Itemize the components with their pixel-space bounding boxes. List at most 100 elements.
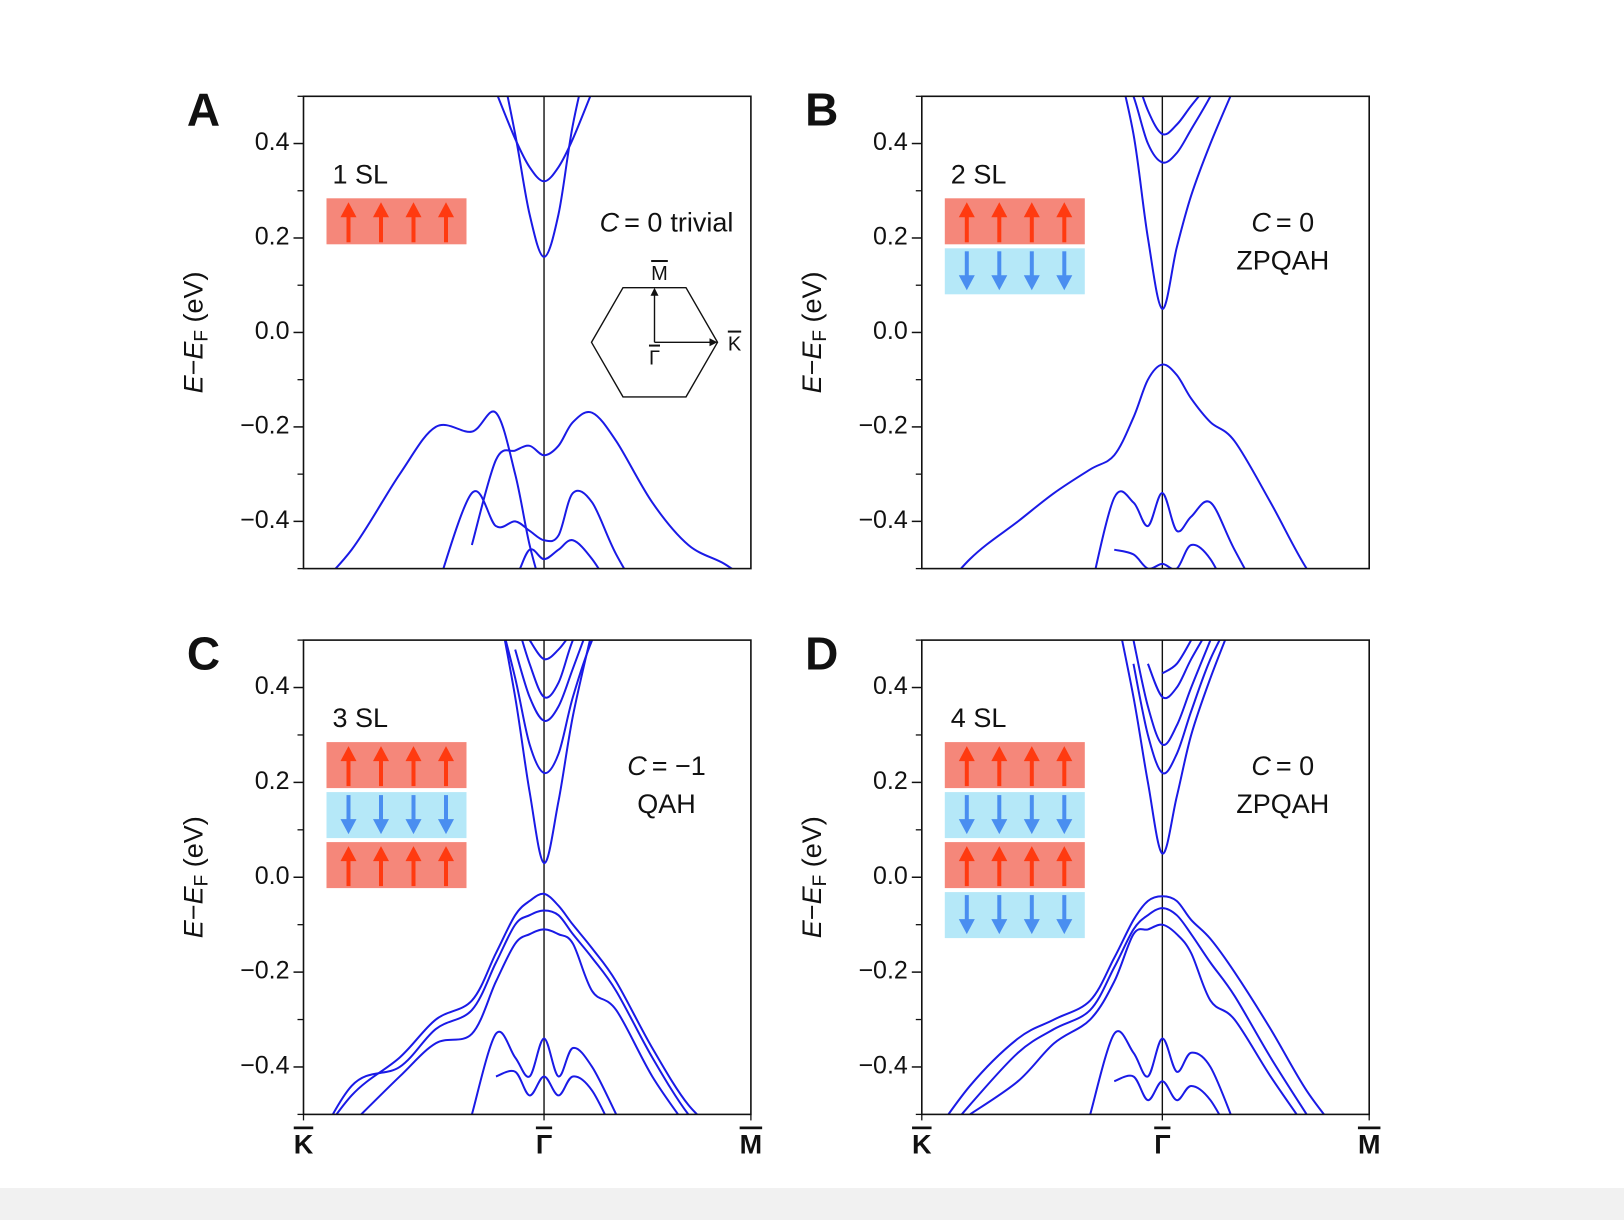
band-line xyxy=(470,411,734,569)
chern-symbol: C xyxy=(600,207,620,237)
spin-arrow-head xyxy=(991,919,1008,935)
y-axis-label: E−EF (eV) xyxy=(797,816,831,938)
chern-symbol: C xyxy=(1251,207,1271,237)
chern-symbol: C xyxy=(1251,751,1271,781)
spin-arrow-head xyxy=(405,746,422,762)
spin-arrow-head xyxy=(1023,819,1040,835)
spin-arrow-head xyxy=(958,202,975,218)
spin-arrow-head xyxy=(1023,919,1040,935)
y-tick-label: 0.2 xyxy=(873,767,908,795)
spin-arrow-head xyxy=(1056,202,1073,218)
spin-arrow-head xyxy=(991,746,1008,762)
y-label-part: E xyxy=(179,341,209,360)
y-label-part: E xyxy=(179,374,209,393)
band-line xyxy=(1094,490,1246,569)
y-tick-label: 0.4 xyxy=(873,128,908,156)
y-tick-label: 0.2 xyxy=(255,223,290,251)
band-line xyxy=(518,539,600,569)
spin-arrow-head xyxy=(958,919,975,935)
y-label-part: E xyxy=(797,341,827,360)
spin-arrow-head xyxy=(958,846,975,862)
y-label-part: − xyxy=(179,904,209,920)
spin-arrow-head xyxy=(991,846,1008,862)
spin-arrow-head xyxy=(991,202,1008,218)
panel: A−0.4−0.20.00.20.4E−EF (eV)1 SLC = 0 trivi… xyxy=(179,83,752,570)
y-label-part: F xyxy=(810,875,831,887)
layer-label: 3 SL xyxy=(333,703,389,733)
y-label-part: − xyxy=(797,904,827,920)
bands xyxy=(947,640,1326,1115)
band-line xyxy=(506,96,580,258)
spin-arrow-head xyxy=(373,746,389,762)
y-label-part: F xyxy=(192,875,213,887)
chern-value: = 0 xyxy=(1276,207,1314,237)
band-line xyxy=(947,895,1326,1115)
y-label-part: (eV) xyxy=(797,816,827,875)
spin-arrow-head xyxy=(1023,846,1040,862)
x-tick-label: K xyxy=(912,1130,932,1160)
y-axis-label: E−EF (eV) xyxy=(797,271,831,393)
spin-arrow-head xyxy=(958,275,975,291)
spin-arrow-head xyxy=(373,846,389,862)
y-tick-label: −0.4 xyxy=(858,1052,907,1080)
chern-value: = −1 xyxy=(652,751,706,781)
phase: ZPQAH xyxy=(1236,789,1329,819)
layer-label: 4 SL xyxy=(951,703,1007,733)
bands xyxy=(331,640,699,1115)
y-label-part: (eV) xyxy=(179,816,209,875)
y-tick-label: 0.0 xyxy=(873,862,908,890)
y-label-part: E xyxy=(179,919,209,938)
spin-arrow-head xyxy=(405,202,422,218)
y-tick-label: −0.2 xyxy=(240,412,289,440)
band-line xyxy=(1132,640,1212,746)
chern-annotation: C = −1 xyxy=(627,751,706,781)
band-line xyxy=(1132,640,1221,775)
band-line xyxy=(495,1069,607,1115)
y-tick-label: −0.2 xyxy=(858,412,907,440)
band-line xyxy=(496,96,592,183)
spin-arrow-head xyxy=(1056,819,1073,835)
bands xyxy=(334,96,734,569)
y-tick-label: −0.2 xyxy=(858,957,907,985)
bz-label: M xyxy=(651,263,668,285)
band-line xyxy=(514,640,585,722)
chern-annotation: C = 0 xyxy=(1251,207,1314,237)
spin-arrow-head xyxy=(991,819,1008,835)
y-tick-label: 0.4 xyxy=(255,672,290,700)
spin-arrow-head xyxy=(340,846,357,862)
spin-arrow-head xyxy=(405,846,422,862)
band-line xyxy=(334,410,537,569)
y-tick-label: 0.0 xyxy=(255,862,290,890)
layer-label: 2 SL xyxy=(951,159,1007,189)
spin-arrow-head xyxy=(1056,275,1073,291)
y-tick-label: −0.4 xyxy=(240,506,289,534)
band-line xyxy=(960,907,1308,1115)
layer-label: 1 SL xyxy=(333,159,389,189)
screen-strip xyxy=(0,1188,1624,1220)
spin-arrow-head xyxy=(991,275,1008,291)
band-line xyxy=(1113,543,1218,569)
x-tick-label: M xyxy=(1358,1130,1381,1160)
spin-arrow-head xyxy=(1056,919,1073,935)
band-line xyxy=(1146,640,1204,700)
panel: C−0.4−0.20.00.20.4K Γ ME−EF (eV)3 SLC = −1Q… xyxy=(179,627,763,1159)
band-line xyxy=(470,1030,618,1115)
bz-arrow-k-head xyxy=(709,338,718,347)
band-line xyxy=(442,489,626,569)
bands xyxy=(959,96,1308,569)
spin-arrow-head xyxy=(438,846,454,862)
phase: ZPQAH xyxy=(1236,245,1329,275)
spin-arrow-head xyxy=(958,819,975,835)
y-tick-label: −0.4 xyxy=(858,506,907,534)
y-label-part: E xyxy=(797,885,827,904)
band-line xyxy=(331,909,690,1115)
chern-symbol: C xyxy=(627,751,647,781)
y-tick-label: 0.4 xyxy=(255,128,290,156)
spin-arrow-head xyxy=(1023,275,1040,291)
y-tick-label: 0.0 xyxy=(873,317,908,345)
y-label-part: E xyxy=(797,919,827,938)
y-axis-label: E−EF (eV) xyxy=(179,816,213,938)
bz-label: Γ xyxy=(649,348,660,370)
